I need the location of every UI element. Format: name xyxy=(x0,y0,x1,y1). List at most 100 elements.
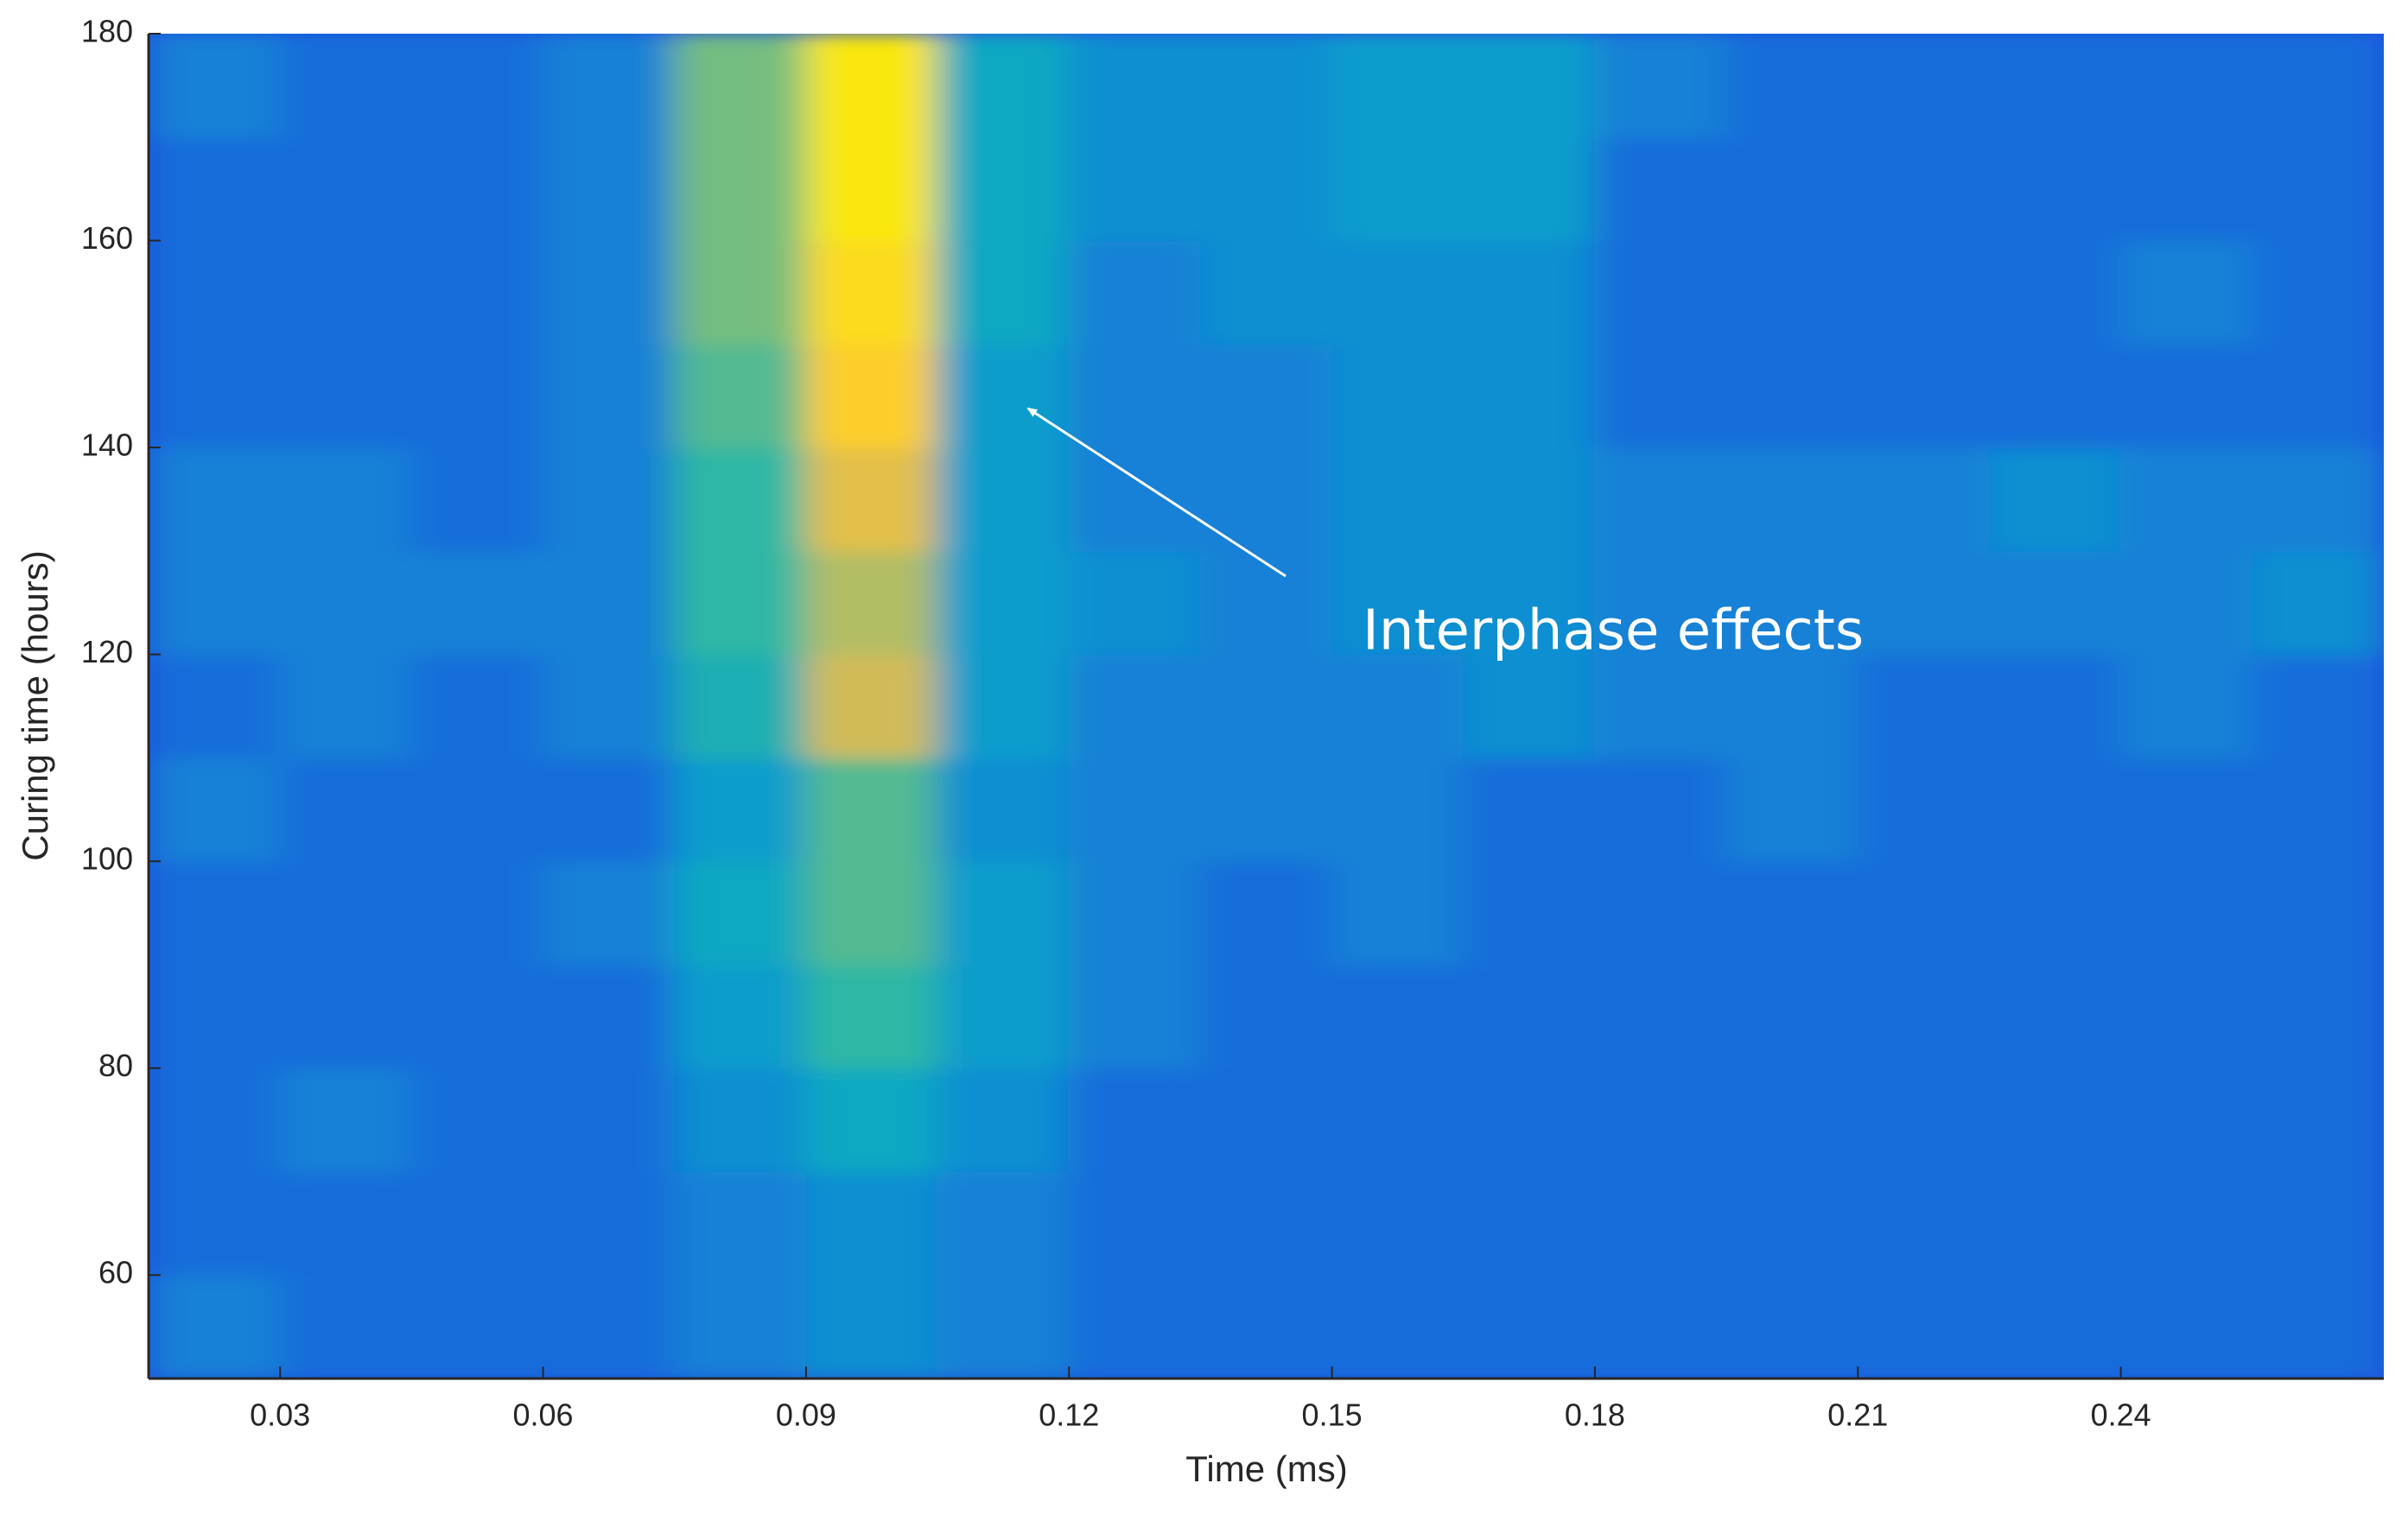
heatmap-cell xyxy=(1988,549,2122,656)
heatmap-cell xyxy=(804,447,939,552)
heatmap-cell xyxy=(1857,963,1991,1069)
heatmap-cell xyxy=(1988,239,2122,345)
heatmap-cell xyxy=(279,1274,413,1379)
heatmap-cell xyxy=(1331,963,1464,1069)
heatmap-cell xyxy=(1068,447,1202,552)
heatmap-cell xyxy=(2251,757,2384,863)
heatmap-cell xyxy=(1593,239,1728,345)
heatmap-cell xyxy=(1331,1067,1464,1173)
heatmap-cell xyxy=(1988,447,2122,552)
heatmap-cell xyxy=(1199,757,1333,863)
heatmap-cell xyxy=(1593,549,1728,656)
heatmap-cell xyxy=(673,757,807,863)
heatmap-cell xyxy=(2251,1274,2384,1379)
heatmap-cell xyxy=(804,136,939,242)
heatmap-cell xyxy=(1331,757,1464,863)
heatmap-cell xyxy=(149,549,282,656)
heatmap-cell xyxy=(1068,860,1202,966)
heatmap-cell xyxy=(1988,653,2122,759)
heatmap-cell xyxy=(2251,860,2384,966)
heatmap-cell xyxy=(279,963,413,1069)
heatmap-cell xyxy=(1988,136,2122,242)
heatmap-cell xyxy=(804,1170,939,1277)
x-tick-label: 0.21 xyxy=(1827,1398,1888,1433)
heatmap-cell xyxy=(804,549,939,656)
heatmap-cell xyxy=(410,239,544,345)
heatmap-cell xyxy=(1593,447,1728,552)
heatmap-cell xyxy=(410,34,544,138)
heatmap-cell xyxy=(937,860,1071,966)
heatmap-cell xyxy=(1462,239,1596,345)
heatmap-cell xyxy=(937,343,1071,449)
heatmap-cell xyxy=(542,1170,676,1277)
heatmap-cell xyxy=(149,343,282,449)
heatmap-cell xyxy=(2119,757,2253,863)
heatmap-cell xyxy=(149,136,282,242)
heatmap-cell xyxy=(1199,1170,1333,1277)
heatmap-cell xyxy=(937,1067,1071,1173)
heatmap-cell xyxy=(673,136,807,242)
heatmap-cell xyxy=(1857,757,1991,863)
heatmap xyxy=(149,34,2384,1379)
heatmap-cell xyxy=(673,963,807,1069)
heatmap-cell xyxy=(804,343,939,449)
heatmap-cell xyxy=(2251,239,2384,345)
heatmap-cell xyxy=(279,343,413,449)
heatmap-cell xyxy=(542,136,676,242)
x-tick-label: 0.15 xyxy=(1302,1398,1363,1433)
heatmap-cell xyxy=(2251,549,2384,656)
heatmap-cell xyxy=(1462,1067,1596,1173)
x-tick-label: 0.06 xyxy=(512,1398,573,1433)
heatmap-cell xyxy=(1593,653,1728,759)
heatmap-cell xyxy=(1725,1274,1859,1379)
heatmap-cell xyxy=(410,757,544,863)
heatmap-cell xyxy=(1462,34,1596,138)
heatmap-cell xyxy=(1857,343,1991,449)
heatmap-cell xyxy=(804,860,939,966)
heatmap-cell xyxy=(149,1170,282,1277)
x-tick-label: 0.12 xyxy=(1039,1398,1099,1433)
heatmap-cell xyxy=(2119,860,2253,966)
heatmap-cell xyxy=(279,34,413,138)
heatmap-cell xyxy=(1199,653,1333,759)
heatmap-cell xyxy=(1462,757,1596,863)
heatmap-cell xyxy=(1331,239,1464,345)
heatmap-cell xyxy=(149,963,282,1069)
heatmap-cell xyxy=(937,1274,1071,1379)
heatmap-cell xyxy=(149,1067,282,1173)
heatmap-cell xyxy=(2119,1170,2253,1277)
heatmap-cell xyxy=(279,653,413,759)
heatmap-cell xyxy=(1068,963,1202,1069)
heatmap-cell xyxy=(1462,549,1596,656)
heatmap-cell xyxy=(1068,239,1202,345)
heatmap-cell xyxy=(1331,653,1464,759)
heatmap-cell xyxy=(2119,447,2253,552)
heatmap-cell xyxy=(410,447,544,552)
heatmap-cell xyxy=(1593,136,1728,242)
heatmap-cell xyxy=(410,1274,544,1379)
heatmap-cell xyxy=(149,757,282,863)
heatmap-cell xyxy=(1068,1170,1202,1277)
heatmap-cell xyxy=(1988,343,2122,449)
heatmap-cell xyxy=(1462,343,1596,449)
heatmap-cell xyxy=(542,239,676,345)
heatmap-cell xyxy=(937,757,1071,863)
heatmap-cell xyxy=(937,136,1071,242)
y-tick-label: 160 xyxy=(81,220,133,256)
heatmap-cell xyxy=(2251,653,2384,759)
heatmap-cell xyxy=(410,653,544,759)
heatmap-cell xyxy=(1725,239,1859,345)
heatmap-cell xyxy=(2119,1274,2253,1379)
heatmap-cell xyxy=(1725,1170,1859,1277)
heatmap-cell xyxy=(937,549,1071,656)
heatmap-cell xyxy=(1857,447,1991,552)
heatmap-cell xyxy=(673,343,807,449)
heatmap-cell xyxy=(1331,136,1464,242)
heatmap-cell xyxy=(673,860,807,966)
heatmap-cell xyxy=(937,447,1071,552)
heatmap-cell xyxy=(1857,34,1991,138)
heatmap-cell xyxy=(1593,1170,1728,1277)
heatmap-cell xyxy=(673,447,807,552)
heatmap-cell xyxy=(673,549,807,656)
heatmap-cell xyxy=(542,34,676,138)
